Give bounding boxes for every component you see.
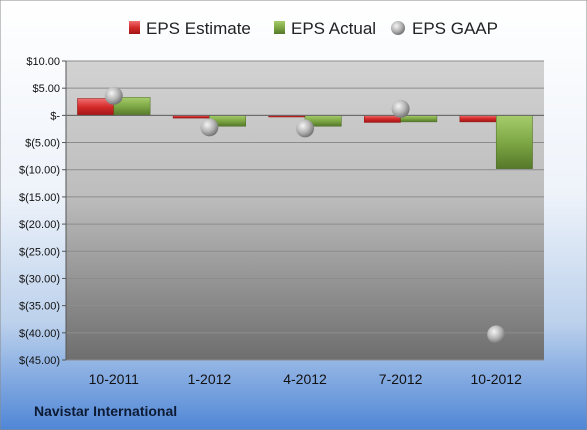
x-tick-label: 4-2012 [283,371,327,387]
y-tick-label: $(30.00) [19,273,60,285]
bar-eps-estimate [459,115,497,123]
legend-swatch-eps-actual [274,21,285,34]
legend-swatch-eps-gaap [391,21,405,35]
bar-eps-actual [400,115,438,123]
y-tick-label: $(15.00) [19,192,60,204]
y-tick-label: $(5.00) [25,138,60,150]
legend-label-eps-gaap: EPS GAAP [412,19,498,38]
legend: EPS Estimate EPS Actual EPS GAAP [129,19,498,38]
y-tick-label: $(45.00) [19,355,60,367]
marker-eps-gaap [200,118,219,137]
y-tick-label: $(35.00) [19,301,60,313]
company-name: Navistar International [34,403,177,419]
x-tick-label: 10-2011 [89,371,140,387]
legend-swatch-eps-estimate [129,21,140,34]
legend-label-eps-actual: EPS Actual [291,19,376,38]
x-tick-label: 7-2012 [379,371,423,387]
x-axis-tick-labels: 10-2011 1-2012 4-2012 7-2012 10-2012 [89,371,522,387]
x-tick-label: 1-2012 [188,371,232,387]
y-tick-label: $(10.00) [19,165,60,177]
y-tick-label: $10.00 [26,56,60,68]
y-tick-label: $(20.00) [19,219,60,231]
bar-eps-actual [495,115,533,169]
y-axis-tick-labels: $10.00 $5.00 $- $(5.00) $(10.00) $(15.00) $(20… [19,56,60,367]
y-tick-label: $- [50,110,60,122]
legend-label-eps-estimate: EPS Estimate [146,19,251,38]
legend-item-eps-estimate: EPS Estimate [129,19,251,38]
y-tick-label: $(25.00) [19,246,60,258]
legend-item-eps-gaap: EPS GAAP [391,19,498,38]
marker-eps-gaap [296,119,314,138]
x-tick-label: 10-2012 [471,371,523,387]
marker-eps-gaap [391,99,410,118]
legend-item-eps-actual: EPS Actual [274,19,376,38]
marker-eps-gaap [487,325,506,344]
marker-eps-gaap [104,86,123,105]
series-marks [66,86,544,344]
bar-eps-estimate [364,115,401,123]
y-tick-label: $5.00 [32,83,60,95]
y-tick-label: $(40.00) [19,328,60,340]
